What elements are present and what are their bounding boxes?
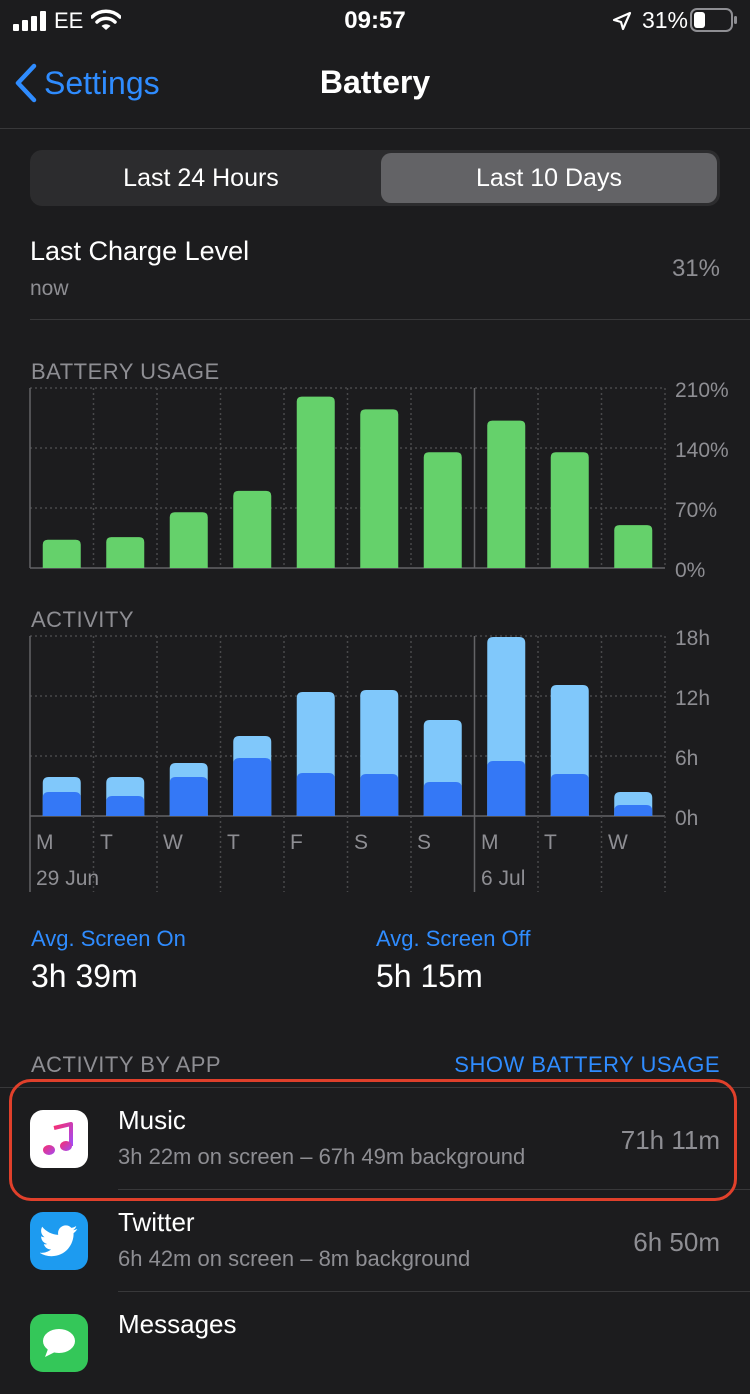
activity-bar-screen-on [106, 796, 145, 816]
battery-usage-label: BATTERY USAGE [31, 359, 220, 384]
last-charge-subtitle: now [30, 277, 69, 300]
page-title: Battery [319, 64, 431, 100]
wifi-icon [91, 9, 121, 30]
usage-bar [614, 525, 653, 568]
activity-tick-18h: 18h [675, 627, 710, 650]
app-row-twitter[interactable]: Twitter 6h 42m on screen – 8m background… [0, 1190, 750, 1292]
app-name: Twitter [118, 1207, 195, 1237]
avg-screen-on-label: Avg. Screen On [31, 926, 186, 951]
time-range-segmented-control: Last 24 Hours Last 10 Days [30, 150, 720, 206]
activity-bar-screen-on [423, 782, 462, 816]
activity-by-app-label: ACTIVITY BY APP [31, 1052, 222, 1077]
status-time: 09:57 [344, 7, 406, 34]
usage-bar [169, 512, 208, 568]
highlight-outline [9, 1079, 737, 1201]
activity-chart: 18h 12h 6h 0h M T W T F S S M T W 29 Jun… [29, 627, 710, 892]
chevron-left-icon [15, 63, 37, 103]
activity-tick-6h: 6h [675, 747, 698, 770]
day-label-4: T [227, 831, 240, 854]
app-row-music[interactable]: Music 3h 22m on screen – 67h 49m backgro… [0, 1088, 750, 1190]
date-label-29-jun: 29 Jun [36, 867, 99, 890]
activity-bar-screen-on [296, 773, 335, 816]
app-name: Music [118, 1105, 186, 1135]
day-label-8: M [481, 831, 499, 854]
battery-usage-chart: 210% 140% 70% 0% [29, 379, 729, 582]
day-label-5: F [290, 831, 303, 854]
avg-screen-off-label: Avg. Screen Off [376, 926, 531, 951]
activity-label: ACTIVITY [31, 607, 135, 632]
app-row-messages[interactable]: Messages [0, 1292, 750, 1394]
usage-tick-210: 210% [675, 379, 729, 402]
last-charge-title: Last Charge Level [30, 236, 250, 266]
app-time: 71h 11m [620, 1125, 720, 1155]
signal-icon [13, 11, 46, 31]
segment-last-10-days[interactable]: Last 10 Days [381, 153, 717, 203]
music-icon [30, 1110, 88, 1168]
usage-bar [296, 396, 335, 568]
activity-bar-screen-on [42, 792, 81, 816]
usage-bar [487, 420, 526, 568]
usage-bar [360, 409, 399, 568]
day-label-1: M [36, 831, 54, 854]
usage-tick-70: 70% [675, 499, 717, 522]
back-button[interactable]: Settings [14, 60, 160, 106]
location-icon [612, 11, 632, 31]
usage-tick-0: 0% [675, 559, 705, 582]
twitter-icon [30, 1212, 88, 1270]
usage-bar [106, 537, 145, 568]
activity-bar-screen-on [360, 774, 399, 816]
avg-screen-off-value: 5h 15m [376, 958, 483, 994]
day-label-6: S [354, 831, 368, 854]
back-label: Settings [44, 64, 160, 101]
activity-tick-12h: 12h [675, 687, 710, 710]
day-label-3: W [163, 831, 183, 854]
usage-bar [423, 452, 462, 568]
day-label-7: S [417, 831, 431, 854]
day-label-10: W [608, 831, 628, 854]
day-label-2: T [100, 831, 113, 854]
segment-last-24-hours[interactable]: Last 24 Hours [123, 163, 279, 192]
battery-percent: 31% [641, 7, 688, 33]
battery-icon [690, 8, 737, 32]
app-time: 6h 50m [633, 1227, 720, 1257]
activity-tick-0h: 0h [675, 807, 698, 830]
messages-icon [30, 1314, 88, 1372]
day-label-9: T [544, 831, 557, 854]
divider [0, 1087, 750, 1088]
activity-bar-screen-on [169, 777, 208, 816]
date-label-6-jul: 6 Jul [481, 867, 525, 890]
app-detail: 3h 22m on screen – 67h 49m background [118, 1144, 526, 1169]
usage-bar [42, 539, 81, 568]
usage-tick-140: 140% [675, 439, 729, 462]
usage-bar [233, 490, 272, 568]
activity-bar-screen-on [614, 805, 653, 816]
usage-bar [550, 452, 589, 568]
show-battery-usage-button[interactable]: SHOW BATTERY USAGE [454, 1052, 720, 1077]
activity-bar-screen-on [487, 761, 526, 816]
status-bar: EE 09:57 31% [0, 0, 750, 40]
app-name: Messages [118, 1309, 237, 1339]
avg-screen-on-value: 3h 39m [31, 958, 138, 994]
app-detail: 6h 42m on screen – 8m background [118, 1246, 471, 1271]
last-charge-value: 31% [671, 255, 720, 282]
navigation-bar: Settings Battery [0, 40, 750, 129]
activity-bar-screen-on [550, 774, 589, 816]
divider [118, 1291, 750, 1292]
activity-bar-screen-on [233, 758, 272, 816]
divider [30, 319, 750, 320]
carrier-name: EE [54, 8, 84, 33]
divider [118, 1189, 750, 1190]
